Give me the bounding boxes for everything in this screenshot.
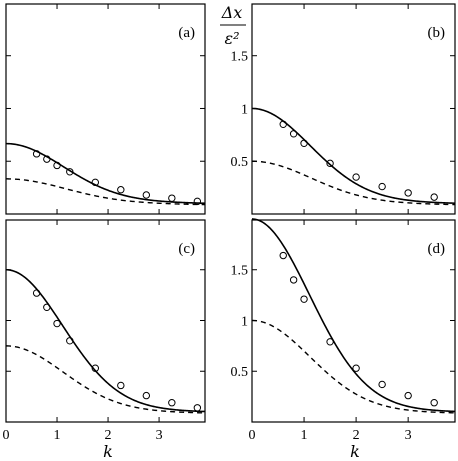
x-tick-label: 0 (249, 428, 256, 443)
plot-frame (251, 219, 456, 423)
dashed-curve (252, 160, 456, 206)
y-tick-label: 1.5 (231, 50, 249, 65)
x-tick-label: 0 (3, 428, 10, 443)
data-point (289, 130, 298, 138)
data-point (168, 399, 176, 407)
dashed-curve (5, 345, 206, 414)
data-point (404, 391, 412, 400)
x-tick-label: 2 (105, 428, 112, 443)
x-tick-label: 1 (301, 428, 308, 443)
y-axis-label-denominator: ε² (225, 29, 240, 48)
y-tick-label: 1 (241, 314, 248, 329)
data-point (352, 173, 360, 181)
data-point (142, 391, 151, 400)
data-point (66, 337, 74, 345)
data-point (300, 295, 308, 303)
data-point (91, 364, 99, 372)
panel-label: (c) (178, 241, 195, 257)
panel-label: (b) (428, 25, 446, 41)
data-point (378, 380, 386, 389)
data-point (193, 197, 202, 206)
data-point (326, 338, 334, 346)
panels-group: (a) 0.5 1 1.5 (b) 0 1 2 3 (c) 0 1 2 3 0.5 1 1.5 (d) (3, 3, 456, 443)
panel-label: (d) (428, 241, 446, 257)
data-point (43, 155, 51, 163)
plot-frame (5, 219, 206, 423)
chart-panel-1: (a) (5, 3, 206, 215)
data-point (289, 276, 298, 284)
x-tick-label: 2 (353, 428, 360, 443)
y-tick-label: 1 (241, 102, 248, 117)
solid-curve (251, 107, 456, 204)
data-point (378, 182, 386, 191)
data-point (53, 319, 61, 328)
data-point (352, 364, 360, 372)
solid-curve (5, 142, 206, 205)
data-point (32, 289, 41, 297)
data-point (142, 191, 151, 199)
data-point (66, 168, 74, 176)
data-point (279, 251, 287, 260)
chart-panel-2: 0.5 1 1.5 (b) (231, 3, 456, 215)
y-tick-label: 1.5 (231, 264, 249, 279)
data-point (43, 303, 51, 311)
x-tick-label: 3 (405, 428, 412, 443)
y-axis-label-numerator: Δx (221, 3, 243, 22)
data-point (300, 139, 308, 147)
solid-curve (5, 268, 206, 413)
x-axis-label-left: k (103, 442, 113, 461)
data-point (32, 150, 41, 158)
x-tick-label: 3 (156, 428, 163, 443)
data-point (404, 189, 412, 197)
chart-panel-4: 0 1 2 3 0.5 1 1.5 (d) (231, 218, 456, 443)
dashed-curve (251, 319, 456, 414)
data-point (168, 194, 176, 202)
plot-frame (5, 3, 206, 215)
data-point (430, 193, 438, 201)
data-point (53, 161, 61, 170)
data-point (430, 399, 438, 407)
data-point (117, 186, 125, 194)
panel-label: (a) (178, 25, 195, 41)
x-axis-label-right: k (350, 442, 360, 461)
data-point (91, 178, 99, 187)
data-point (326, 159, 334, 168)
dashed-curve (6, 178, 206, 206)
y-tick-label: 0.5 (231, 365, 249, 380)
data-point (117, 381, 125, 390)
x-tick-label: 1 (54, 428, 61, 443)
data-point (193, 404, 202, 412)
data-point (279, 120, 287, 129)
solid-curve (251, 218, 456, 413)
chart-panel-3: 0 1 2 3 (c) (3, 219, 206, 443)
y-tick-label: 0.5 (231, 155, 249, 170)
